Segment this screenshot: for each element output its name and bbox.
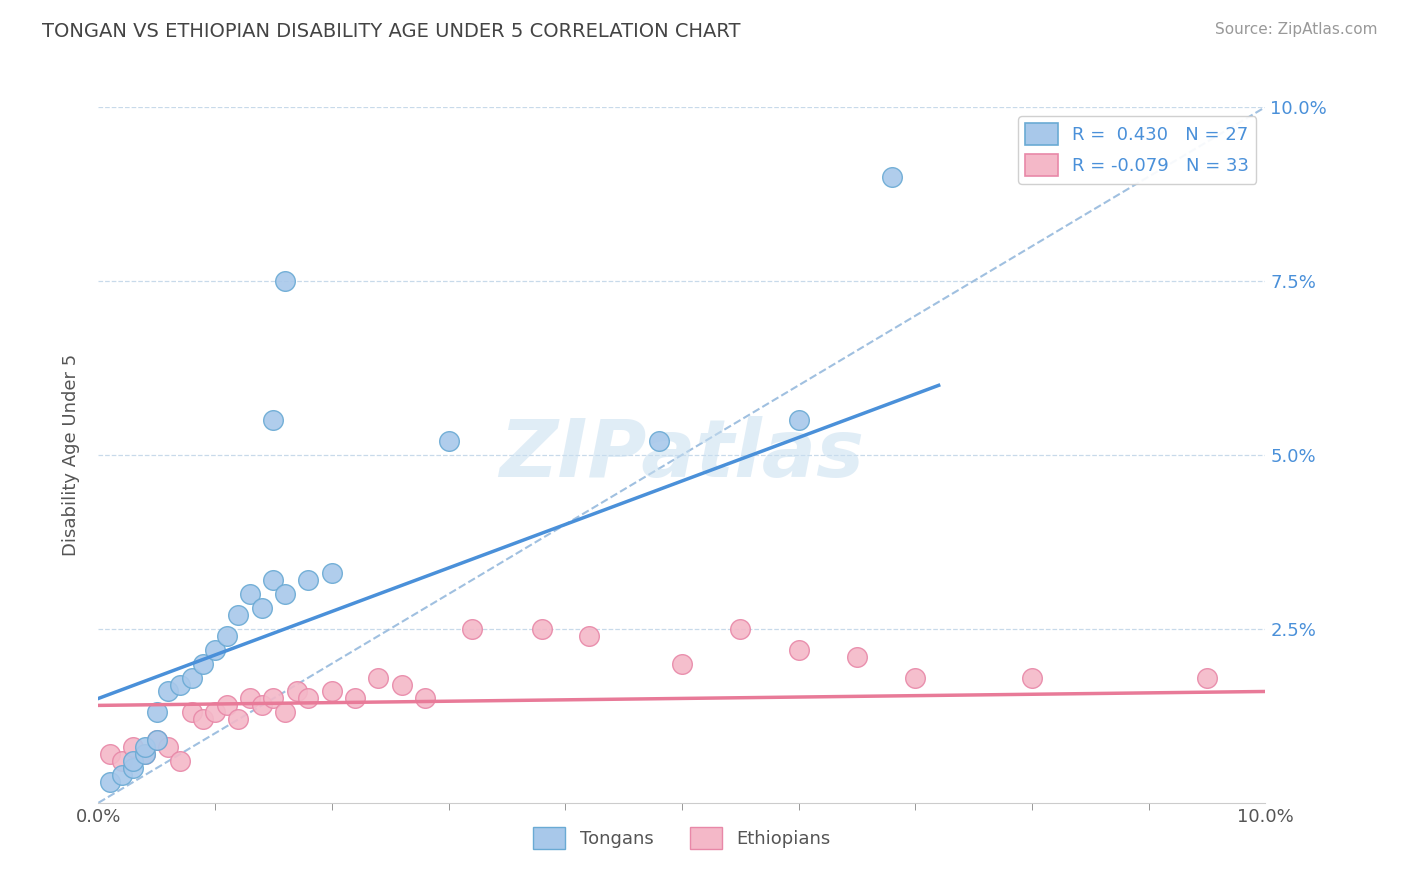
Point	[157, 740, 180, 755]
Point	[671, 657, 693, 671]
Point	[169, 754, 191, 768]
Point	[787, 642, 810, 657]
Point	[461, 622, 484, 636]
Point	[180, 671, 202, 685]
Point	[228, 607, 250, 622]
Point	[228, 712, 250, 726]
Point	[122, 761, 145, 775]
Point	[578, 629, 600, 643]
Point	[297, 691, 319, 706]
Point	[122, 754, 145, 768]
Point	[193, 712, 215, 726]
Point	[239, 587, 262, 601]
Point	[250, 601, 273, 615]
Point	[285, 684, 308, 698]
Point	[250, 698, 273, 713]
Point	[193, 657, 215, 671]
Point	[180, 706, 202, 720]
Point	[367, 671, 389, 685]
Point	[262, 413, 284, 427]
Point	[146, 733, 169, 747]
Point	[274, 587, 297, 601]
Point	[647, 434, 669, 448]
Point	[262, 691, 284, 706]
Point	[1021, 671, 1043, 685]
Point	[204, 706, 226, 720]
Point	[134, 747, 156, 761]
Point	[239, 691, 262, 706]
Point	[204, 642, 226, 657]
Text: ZIPatlas: ZIPatlas	[499, 416, 865, 494]
Point	[134, 747, 156, 761]
Text: TONGAN VS ETHIOPIAN DISABILITY AGE UNDER 5 CORRELATION CHART: TONGAN VS ETHIOPIAN DISABILITY AGE UNDER…	[42, 22, 741, 41]
Point	[1195, 671, 1218, 685]
Text: Source: ZipAtlas.com: Source: ZipAtlas.com	[1215, 22, 1378, 37]
Point	[215, 629, 238, 643]
Point	[787, 413, 810, 427]
Point	[437, 434, 460, 448]
Point	[274, 274, 297, 288]
Point	[146, 733, 169, 747]
Legend: Tongans, Ethiopians: Tongans, Ethiopians	[526, 820, 838, 856]
Y-axis label: Disability Age Under 5: Disability Age Under 5	[62, 354, 80, 556]
Point	[297, 573, 319, 587]
Point	[321, 566, 343, 581]
Point	[146, 706, 169, 720]
Point	[122, 740, 145, 755]
Point	[274, 706, 297, 720]
Point	[98, 747, 121, 761]
Point	[413, 691, 436, 706]
Point	[391, 677, 413, 691]
Point	[262, 573, 284, 587]
Point	[880, 169, 903, 184]
Point	[134, 740, 156, 755]
Point	[728, 622, 751, 636]
Point	[530, 622, 553, 636]
Point	[111, 754, 134, 768]
Point	[321, 684, 343, 698]
Point	[215, 698, 238, 713]
Point	[98, 775, 121, 789]
Point	[111, 768, 134, 782]
Point	[344, 691, 367, 706]
Point	[845, 649, 868, 664]
Point	[904, 671, 927, 685]
Point	[169, 677, 191, 691]
Point	[157, 684, 180, 698]
